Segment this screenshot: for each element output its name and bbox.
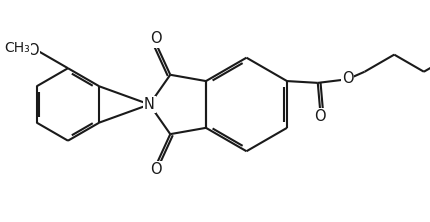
Text: O: O bbox=[27, 43, 38, 57]
Text: N: N bbox=[144, 97, 154, 112]
Text: O: O bbox=[341, 71, 353, 86]
Text: O: O bbox=[150, 163, 162, 177]
Text: O: O bbox=[150, 32, 162, 46]
Text: O: O bbox=[314, 109, 326, 124]
Text: CH₃: CH₃ bbox=[4, 41, 30, 55]
